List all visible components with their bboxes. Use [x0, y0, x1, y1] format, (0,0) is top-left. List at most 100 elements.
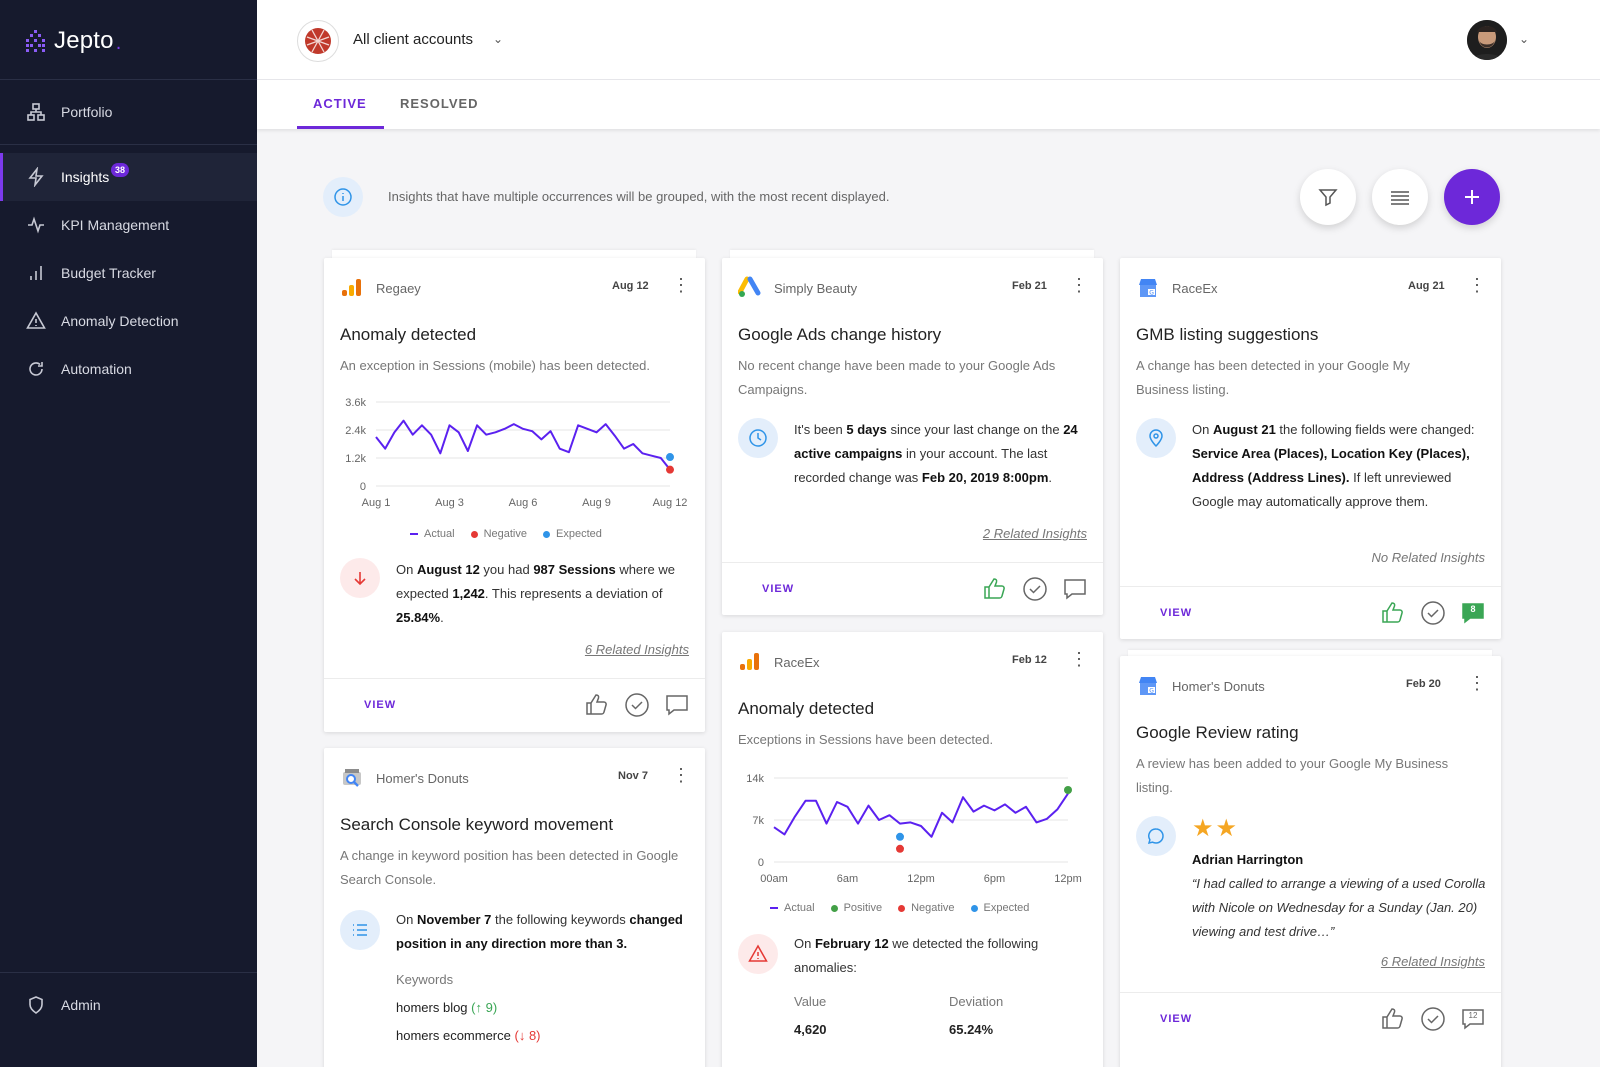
comment-icon[interactable]: 12: [1460, 1006, 1486, 1032]
insight-card-raceex-anomaly[interactable]: RaceEx Feb 12 ⋮ Anomaly detected Excepti…: [722, 632, 1103, 1067]
card-body-text: On August 21 the following fields were c…: [1192, 422, 1475, 509]
filter-button[interactable]: [1300, 169, 1356, 225]
keyword-item: homers ecommerce (↓ 8): [396, 1028, 541, 1043]
more-options-icon[interactable]: ⋮: [1070, 275, 1088, 295]
user-avatar[interactable]: [1467, 20, 1507, 60]
marker-expected: [896, 832, 904, 841]
chevron-down-icon[interactable]: ⌄: [1519, 32, 1530, 46]
card-account-name: Regaey: [376, 280, 421, 296]
related-insights-link[interactable]: 6 Related Insights: [1380, 954, 1485, 969]
card-body-text: On August 12 you had 987 Sessions where …: [396, 562, 675, 625]
view-button[interactable]: VIEW: [1160, 1013, 1193, 1025]
card-title: Anomaly detected: [738, 699, 875, 718]
card-header: G RaceEx: [1136, 276, 1218, 300]
resolve-check-icon[interactable]: [1420, 1006, 1446, 1032]
sidebar-divider: [0, 972, 257, 973]
google-my-business-icon: G: [1139, 677, 1157, 695]
chart-legend: Actual Negative Expected: [410, 528, 602, 540]
comment-icon[interactable]: [664, 692, 690, 718]
view-button[interactable]: VIEW: [364, 699, 397, 711]
related-insights-link[interactable]: 2 Related Insights: [982, 526, 1087, 541]
more-options-icon[interactable]: ⋮: [1468, 673, 1486, 693]
sidebar-item-insights[interactable]: Insights 38: [0, 153, 257, 201]
shield-icon: [29, 996, 43, 1014]
resolve-check-icon[interactable]: [1022, 576, 1048, 602]
stacked-card-edge: [730, 250, 1094, 260]
resolve-check-icon[interactable]: [1420, 600, 1446, 626]
card-title: Google Ads change history: [738, 325, 942, 344]
sidebar-item-automation[interactable]: Automation: [0, 345, 257, 393]
google-ads-icon: [738, 276, 761, 297]
view-button[interactable]: VIEW: [762, 583, 795, 595]
add-insight-button[interactable]: [1444, 169, 1500, 225]
chat-bubble-icon: [1136, 816, 1176, 856]
keywords-label: Keywords: [396, 972, 454, 987]
card-body-text: It's been 5 days since your last change …: [794, 422, 1078, 485]
thumbs-up-icon[interactable]: [584, 692, 610, 718]
insight-card-search-console[interactable]: Homer's Donuts Nov 7 ⋮ Search Console ke…: [324, 748, 705, 1067]
anomaly-value: 4,620: [794, 1022, 827, 1037]
insight-card-gmb-listing[interactable]: G RaceEx Aug 21 ⋮ GMB listing suggestion…: [1120, 258, 1501, 639]
card-subtitle: A review has been added to your Google M…: [1136, 756, 1449, 795]
card-title: GMB listing suggestions: [1136, 325, 1319, 344]
list-view-button[interactable]: [1372, 169, 1428, 225]
arrow-down-icon: [340, 558, 380, 598]
x-tick-label: 12pm: [907, 873, 935, 885]
review-quote: “I had called to arrange a viewing of a …: [1192, 876, 1486, 939]
x-tick-label: Aug 1: [362, 497, 391, 509]
series-line-actual: [375, 419, 671, 471]
jepto-logo[interactable]: Jepto.: [24, 26, 121, 55]
sidebar-item-label: Admin: [61, 997, 101, 1013]
google-my-business-icon: G: [1139, 279, 1157, 297]
card-footer: VIEW 8: [1120, 586, 1501, 639]
y-tick-label: 14k: [746, 773, 764, 785]
more-options-icon[interactable]: ⋮: [672, 275, 690, 295]
related-insights-label: No Related Insights: [1371, 550, 1485, 565]
chevron-down-icon[interactable]: ⌄: [493, 32, 504, 46]
sidebar-divider: [0, 144, 257, 145]
insight-card-google-review[interactable]: G Homer's Donuts Feb 20 ⋮ Google Review …: [1120, 656, 1501, 1067]
account-selector-label[interactable]: All client accounts: [353, 31, 474, 48]
related-insights-link[interactable]: 6 Related Insights: [584, 642, 689, 657]
insights-count-badge: 38: [111, 163, 130, 177]
tab-resolved[interactable]: RESOLVED: [400, 96, 479, 111]
clock-icon: [738, 418, 778, 458]
lightning-icon: [28, 167, 44, 187]
sidebar-item-portfolio[interactable]: Portfolio: [0, 88, 257, 136]
insight-card-regaey-anomaly[interactable]: Regaey Aug 12 ⋮ Anomaly detected An exce…: [324, 258, 705, 732]
more-options-icon[interactable]: ⋮: [672, 765, 690, 785]
tab-active[interactable]: ACTIVE: [313, 96, 367, 111]
y-tick-label: 3.6k: [345, 397, 366, 409]
card-header: Simply Beauty: [738, 276, 857, 300]
resolve-check-icon[interactable]: [624, 692, 650, 718]
sidebar-item-kpi-management[interactable]: KPI Management: [0, 201, 257, 249]
card-account-name: RaceEx: [1172, 280, 1218, 296]
sidebar-item-admin[interactable]: Admin: [0, 981, 257, 1029]
more-options-icon[interactable]: ⋮: [1468, 275, 1486, 295]
thumbs-up-icon[interactable]: [1380, 600, 1406, 626]
sidebar-item-label: Automation: [61, 361, 132, 377]
card-account-name: RaceEx: [774, 654, 820, 670]
plus-icon: [1465, 190, 1479, 204]
comment-count: 12: [1468, 1011, 1478, 1020]
card-title: Search Console keyword movement: [340, 815, 614, 834]
sidebar-item-budget-tracker[interactable]: Budget Tracker: [0, 249, 257, 297]
x-tick-label: Aug 6: [509, 497, 538, 509]
account-logo[interactable]: [297, 20, 339, 62]
comment-filled-icon[interactable]: 8: [1460, 600, 1486, 626]
thumbs-up-icon[interactable]: [1380, 1006, 1406, 1032]
y-tick-label: 2.4k: [345, 425, 366, 437]
marker-negative: [896, 844, 904, 853]
card-subtitle: No recent change have been made to your …: [738, 358, 1056, 397]
sidebar-item-anomaly-detection[interactable]: Anomaly Detection: [0, 297, 257, 345]
x-tick-label: Aug 9: [582, 497, 611, 509]
comment-icon[interactable]: [1062, 576, 1088, 602]
card-date: Feb 21: [1012, 280, 1047, 292]
insight-card-google-ads-history[interactable]: Simply Beauty Feb 21 ⋮ Google Ads change…: [722, 258, 1103, 615]
card-subtitle: An exception in Sessions (mobile) has be…: [340, 358, 651, 373]
thumbs-up-icon[interactable]: [982, 576, 1008, 602]
more-options-icon[interactable]: ⋮: [1070, 649, 1088, 669]
view-button[interactable]: VIEW: [1160, 607, 1193, 619]
refresh-icon: [29, 362, 43, 376]
chart-legend: Actual Positive Negative Expected: [770, 902, 1029, 914]
